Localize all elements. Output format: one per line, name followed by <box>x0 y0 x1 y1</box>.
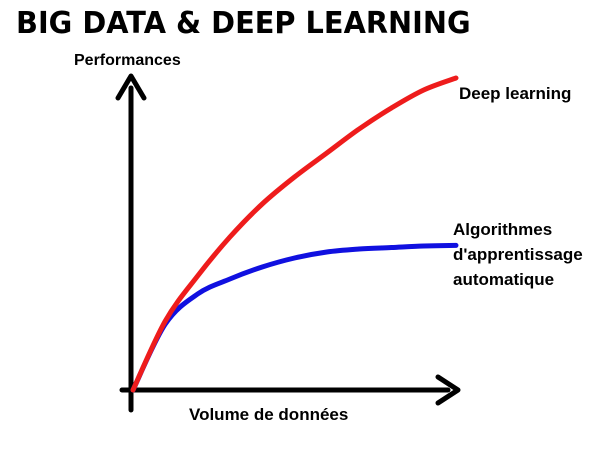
series-line-machine-learning <box>130 242 459 393</box>
axes <box>115 73 461 413</box>
series-label-line-2: d'apprentissage <box>453 245 583 264</box>
y-axis-arrowhead <box>115 73 147 101</box>
series-label-deep-learning: Deep learning <box>459 84 572 103</box>
x-axis-arrowhead <box>435 374 461 406</box>
series-label-machine-learning: Algorithmes d'apprentissage automatique <box>453 217 583 292</box>
series-label-line-1: Algorithmes <box>453 220 553 239</box>
x-axis-label: Volume de données <box>189 405 349 424</box>
chart-title: BIG DATA & DEEP LEARNING <box>16 6 471 41</box>
series-line-deep-learning <box>130 75 459 393</box>
series-label-line-3: automatique <box>453 270 555 289</box>
y-axis-label: Performances <box>74 52 181 69</box>
series-layer <box>130 75 459 393</box>
